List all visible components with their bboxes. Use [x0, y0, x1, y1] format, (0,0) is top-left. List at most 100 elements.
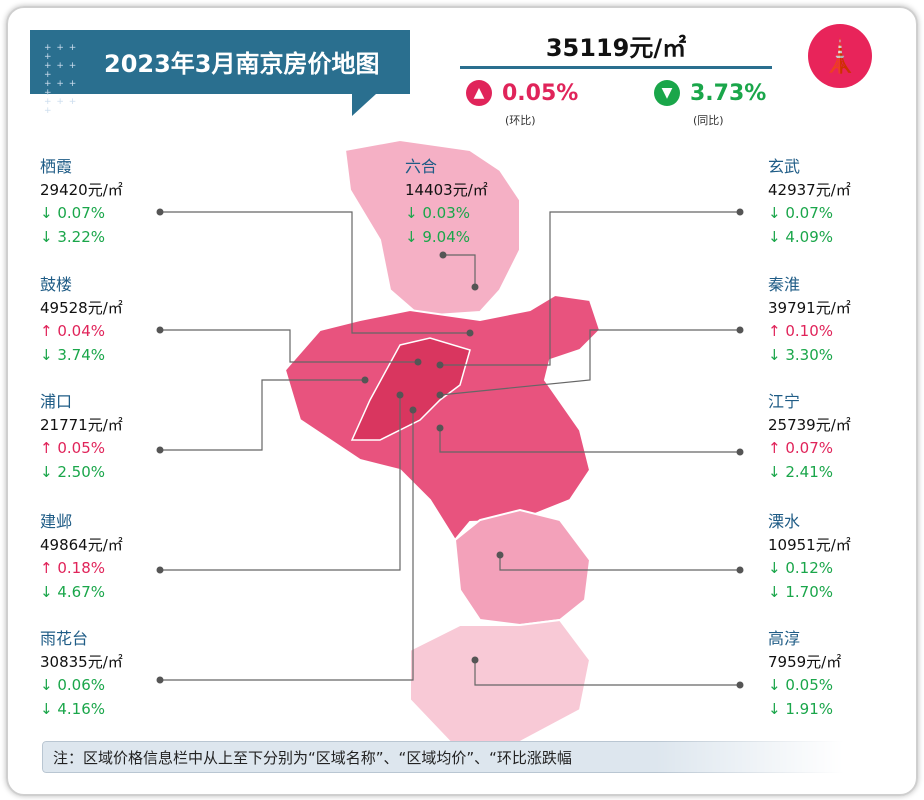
leader-line-qixia [160, 211, 470, 334]
district-info: 建邺 49864元/㎡ ↑ 0.18% ↓ 4.67% [40, 510, 123, 604]
pagoda-icon: 🗼 [808, 24, 872, 88]
mom-value: 0.07% [57, 204, 105, 222]
district-mom: ↓ 0.06% [40, 674, 123, 698]
arrow-down-icon: ↓ [40, 204, 58, 222]
district-info: 浦口 21771元/㎡ ↑ 0.05% ↓ 2.50% [40, 390, 123, 484]
district-yoy: ↓ 2.50% [40, 461, 123, 485]
district-name: 鼓楼 [40, 275, 73, 294]
yoy-value: 9.04% [422, 227, 470, 246]
triangle-up-icon: ▲ [466, 80, 492, 106]
district-price: 10951元/㎡ [768, 535, 851, 554]
district-info: 鼓楼 49528元/㎡ ↑ 0.04% ↓ 3.74% [40, 273, 123, 367]
mom-value: 0.06% [57, 676, 105, 694]
district-name: 雨花台 [40, 629, 89, 648]
district-price: 14403元/㎡ [405, 180, 488, 199]
mom-value: 0.05% [57, 439, 105, 457]
infographic-card [6, 6, 918, 796]
district-mom: ↑ 0.10% [768, 320, 851, 344]
district-mom: ↑ 0.18% [40, 557, 123, 581]
district-name: 建邺 [40, 512, 73, 531]
district-info: 玄武 42937元/㎡ ↓ 0.07% ↓ 4.09% [768, 155, 851, 249]
district-yoy: ↓ 1.70% [768, 581, 851, 605]
yoy-value: 3.30% [785, 345, 833, 364]
district-price: 49864元/㎡ [40, 535, 123, 554]
mom-label: (环比) [505, 114, 536, 127]
mom-value: 0.18% [57, 559, 105, 577]
arrow-down-icon: ↓ [768, 582, 786, 601]
arrow-down-icon: ↓ [40, 462, 58, 481]
yoy-value: 4.09% [785, 227, 833, 246]
district-price: 29420元/㎡ [40, 180, 123, 199]
district-mom: ↑ 0.05% [40, 437, 123, 461]
arrow-down-icon: ↓ [768, 204, 786, 222]
map-region-liuhe [343, 138, 521, 318]
district-name: 玄武 [768, 157, 801, 176]
district-name: 江宁 [768, 392, 801, 411]
district-yoy: ↓ 4.16% [40, 698, 123, 722]
district-yoy: ↓ 3.30% [768, 344, 851, 368]
district-mom: ↑ 0.07% [768, 437, 851, 461]
district-yoy: ↓ 4.67% [40, 581, 123, 605]
district-price: 49528元/㎡ [40, 298, 123, 317]
leader-line-lishui [499, 555, 740, 571]
banner-tail [352, 94, 376, 116]
yoy-value: 1.91% [785, 699, 833, 718]
city-average-price: 35119元/㎡ [545, 34, 687, 62]
mom-value: 0.07% [785, 204, 833, 222]
district-price: 7959元/㎡ [768, 652, 842, 671]
leader-line-jiangning [439, 428, 740, 453]
leader-line-gaochun [474, 660, 740, 686]
title-banner: + + + + + + + + + + + + + + + + 2023年3月南京房价… [30, 30, 410, 116]
district-mom: ↓ 0.03% [405, 202, 488, 226]
district-mom: ↓ 0.12% [768, 557, 851, 581]
district-yoy: ↓ 3.22% [40, 226, 123, 250]
yoy-value: 4.16% [57, 699, 105, 718]
arrow-down-icon: ↓ [768, 676, 786, 694]
arrow-down-icon: ↓ [768, 559, 786, 577]
district-price: 30835元/㎡ [40, 652, 123, 671]
district-price: 25739元/㎡ [768, 415, 851, 434]
district-name: 高淳 [768, 629, 801, 648]
arrow-down-icon: ↓ [405, 204, 423, 222]
leader-line-qinhuai [439, 329, 740, 396]
district-mom: ↓ 0.05% [768, 674, 841, 698]
district-info: 江宁 25739元/㎡ ↑ 0.07% ↓ 2.41% [768, 390, 851, 484]
district-name: 溧水 [768, 512, 801, 531]
leader-line-pukou [160, 379, 365, 451]
yoy-value: 2.41% [785, 462, 833, 481]
arrow-up-icon: ↑ [40, 559, 58, 577]
arrow-down-icon: ↓ [40, 227, 58, 246]
arrow-up-icon: ↑ [768, 322, 786, 340]
district-name: 秦淮 [768, 275, 801, 294]
map-region-lishui [453, 508, 592, 627]
district-name: 浦口 [40, 392, 73, 411]
district-yoy: ↓ 2.41% [768, 461, 851, 485]
page-title: 2023年3月南京房价地图 [104, 50, 380, 78]
mom-value: 0.04% [57, 322, 105, 340]
yoy-value: 3.73% [690, 81, 767, 106]
divider [460, 66, 772, 69]
district-name: 六合 [405, 157, 438, 176]
district-yoy: ↓ 4.09% [768, 226, 851, 250]
district-mom: ↓ 0.07% [40, 202, 123, 226]
arrow-down-icon: ↓ [40, 345, 58, 364]
arrow-down-icon: ↓ [40, 582, 58, 601]
leader-lines [160, 211, 740, 686]
arrow-down-icon: ↓ [40, 676, 58, 694]
district-yoy: ↓ 9.04% [405, 226, 488, 250]
district-price: 21771元/㎡ [40, 415, 123, 434]
district-info: 高淳 7959元/㎡ ↓ 0.05% ↓ 1.91% [768, 627, 841, 721]
district-info: 溧水 10951元/㎡ ↓ 0.12% ↓ 1.70% [768, 510, 851, 604]
leader-line-gulou [160, 329, 418, 363]
yoy-label: (同比) [693, 114, 724, 127]
district-name: 栖霞 [40, 157, 73, 176]
arrow-up-icon: ↑ [40, 439, 58, 457]
map-region-main [283, 293, 602, 542]
district-mom: ↓ 0.07% [768, 202, 851, 226]
district-mom: ↑ 0.04% [40, 320, 123, 344]
district-price: 39791元/㎡ [768, 298, 851, 317]
arrow-down-icon: ↓ [768, 462, 786, 481]
arrow-down-icon: ↓ [768, 227, 786, 246]
leader-line-xuanwu [440, 211, 740, 366]
